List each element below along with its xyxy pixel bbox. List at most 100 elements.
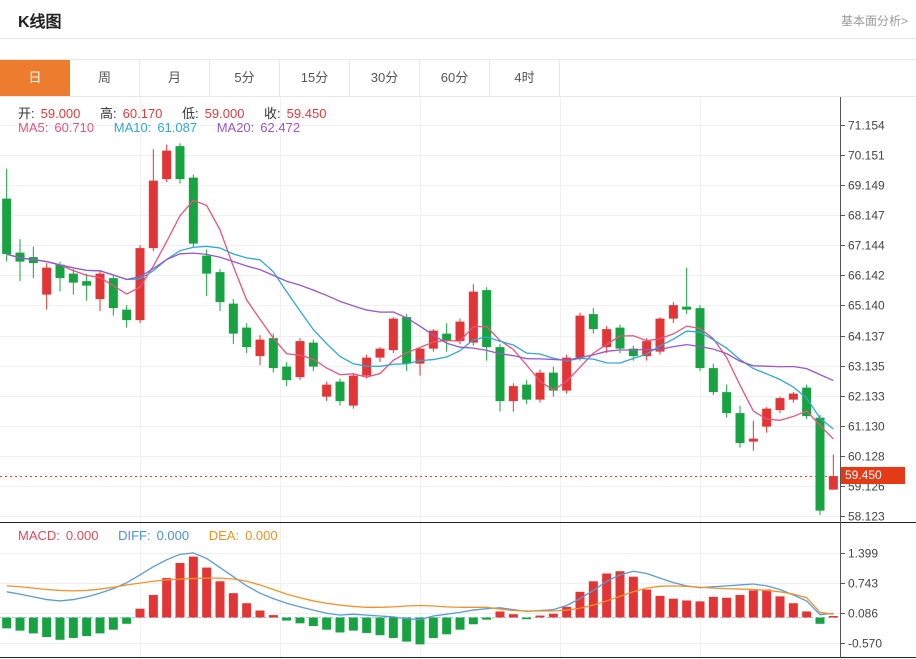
candle-body [588, 314, 598, 330]
candle-body [615, 327, 625, 349]
ma20-value: 62.472 [260, 120, 301, 135]
macd-hist-bar [655, 595, 665, 618]
macd-hist-bar [735, 594, 745, 618]
macd-hist-bar [722, 597, 732, 618]
candle-body [255, 339, 265, 357]
candle-body [535, 372, 545, 400]
candle-body [708, 368, 718, 393]
candle-body [522, 384, 532, 400]
macd-label: MACD: [18, 528, 60, 543]
period-tabbar: 日周月 5分 15分 30分 60分 4时 [0, 59, 916, 97]
candle-body [42, 267, 52, 295]
kline-main-chart[interactable]: 71.154 70.151 69.149 68.147 67.144 66.142 65.1… [0, 97, 916, 522]
close-label: 收: [264, 106, 281, 121]
candle-body [722, 392, 732, 414]
ma-legend: MA5: 60.710 MA10: 61.087 MA20: 62.472 [18, 120, 306, 135]
ma5-line [6, 199, 834, 440]
y-axis-label: 67.144 [848, 239, 885, 253]
candle-body [562, 357, 572, 391]
candle-body [2, 198, 12, 255]
macd-value: 0.000 [65, 528, 99, 543]
macd-hist-bar [535, 615, 545, 618]
candle-body [415, 348, 425, 364]
tab-month[interactable]: 月 [140, 60, 210, 96]
macd-hist-bar [135, 608, 145, 618]
macd-hist-bar [348, 617, 358, 631]
candle-body [188, 177, 198, 244]
macd-hist-bar [775, 596, 785, 618]
candle-body [68, 273, 78, 283]
macd-hist-bar [228, 593, 238, 618]
macd-hist-bar [428, 617, 438, 638]
fundamental-analysis-link[interactable]: 基本面分析> [840, 14, 908, 28]
candle-body [655, 318, 665, 352]
macd-hist-bar [508, 614, 518, 618]
macd-hist-bar [42, 617, 52, 638]
macd-sub-chart[interactable]: 1.399 0.743 0.086 -0.570 [0, 522, 916, 659]
macd-legend: MACD: 0.000 DIFF: 0.000 DEA: 0.000 [18, 528, 284, 543]
candle-body [282, 366, 292, 381]
macd-hist-bar [2, 617, 12, 629]
current-price-badge: 59.450 [841, 467, 905, 484]
macd-hist-bar [308, 617, 318, 627]
macd-hist-bar [162, 578, 172, 618]
dea-line [6, 577, 834, 615]
tab-day[interactable]: 日 [0, 60, 70, 96]
tab-m15[interactable]: 15分 [280, 60, 350, 96]
macd-hist-bar [202, 567, 212, 618]
macd-hist-bar [682, 600, 692, 618]
tab-m5[interactable]: 5分 [210, 60, 280, 96]
macd-hist-bar [642, 589, 652, 618]
candle-body [95, 273, 105, 300]
candle-body [455, 321, 465, 342]
open-label: 开: [18, 106, 35, 121]
candle-body [295, 341, 305, 378]
candle-body [628, 348, 638, 357]
macd-hist-bar [482, 617, 492, 620]
macd-hist-bar [242, 603, 252, 618]
ma10-label: MA10: [113, 120, 152, 135]
macd-hist-bar [815, 617, 825, 624]
macd-hist-bar [602, 573, 612, 618]
candle-body [82, 281, 92, 286]
tab-m30[interactable]: 30分 [350, 60, 420, 96]
y-axis-label: 61.130 [848, 420, 885, 434]
candle-body [228, 303, 238, 334]
macd-hist-bar [82, 617, 92, 637]
candle-body [135, 248, 145, 321]
macd-hist-bar [455, 617, 465, 630]
y-axis-label: 69.149 [848, 179, 885, 193]
macd-hist-bar [762, 589, 772, 618]
y-axis-label: 71.154 [848, 119, 885, 133]
macd-hist-bar [575, 591, 585, 618]
macd-hist-bar [55, 617, 65, 640]
macd-hist-bar [748, 590, 758, 618]
macd-hist-bar [362, 617, 372, 633]
y-axis-label: 63.135 [848, 360, 885, 374]
close-value: 59.450 [286, 106, 327, 121]
candle-body [268, 338, 278, 369]
macd-hist-bar [175, 563, 185, 618]
tab-week[interactable]: 周 [70, 60, 140, 96]
macd-hist-bar [695, 601, 705, 618]
dea-value: 0.000 [245, 528, 278, 543]
candle-body [788, 393, 798, 400]
candle-body [495, 347, 505, 402]
macd-hist-bar [588, 581, 598, 618]
y-axis-label: -0.570 [848, 637, 882, 651]
candle-body [735, 413, 745, 444]
tab-m60[interactable]: 60分 [420, 60, 490, 96]
macd-hist-bar [28, 617, 38, 634]
y-axis-label: 62.133 [848, 390, 885, 404]
candle-body [402, 317, 412, 364]
tab-h4[interactable]: 4时 [490, 60, 560, 96]
macd-hist-bar [548, 613, 558, 618]
macd-hist-bar [802, 611, 812, 618]
candle-body [335, 381, 345, 402]
candle-body [215, 272, 225, 303]
macd-hist-bar [95, 617, 105, 634]
candle-body [162, 150, 172, 180]
candle-body [482, 290, 492, 348]
y-axis-label: 0.743 [848, 577, 878, 591]
macd-hist-bar [402, 617, 412, 642]
